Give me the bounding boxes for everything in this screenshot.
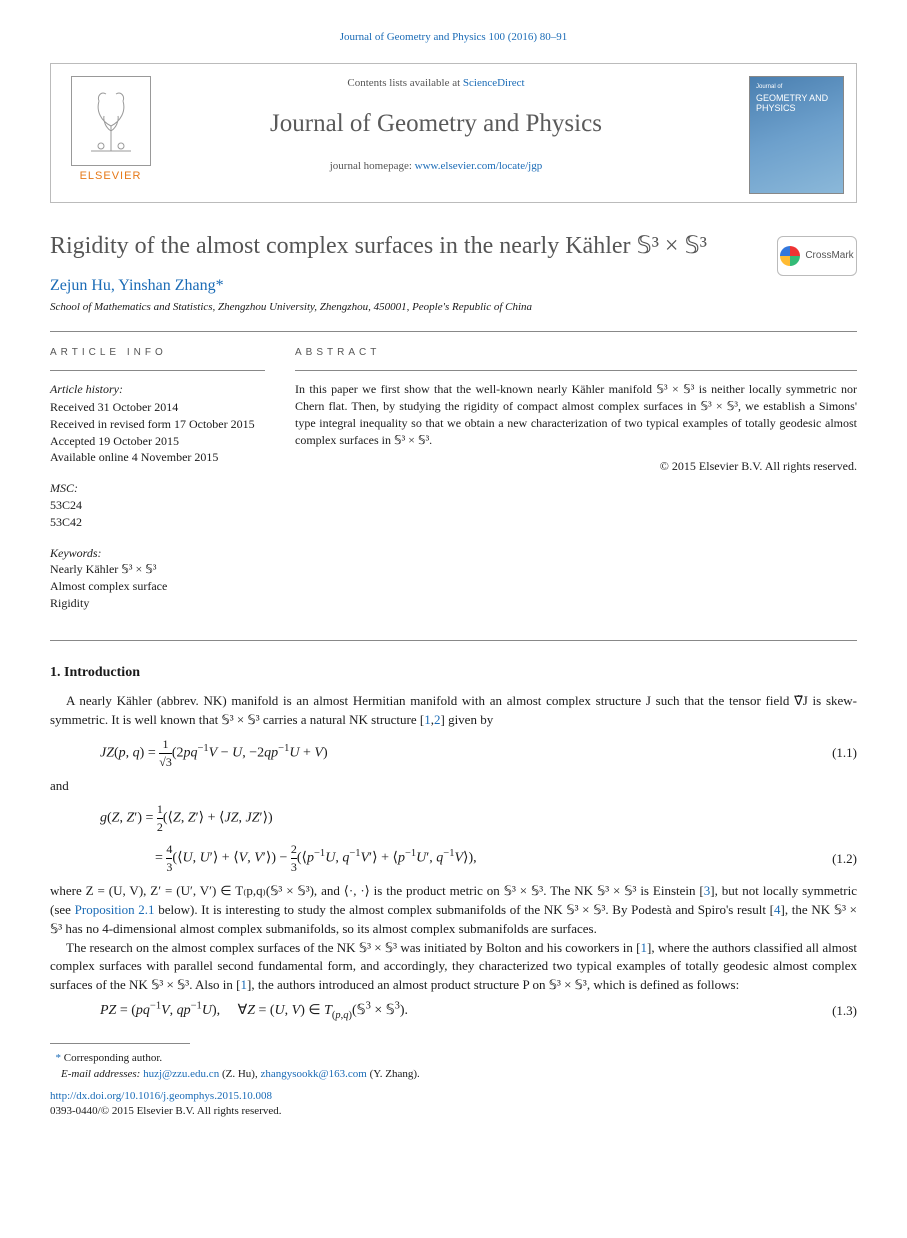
running-head-citation: Journal of Geometry and Physics 100 (201… [50,30,857,45]
cover-kicker: Journal of [756,83,837,91]
crossmark-badge[interactable]: CrossMark [777,236,857,276]
keywords-label: Keywords: [50,545,265,562]
corresponding-star: * [216,277,224,294]
crossmark-label: CrossMark [805,249,853,263]
corr-text: Corresponding author. [64,1052,162,1064]
cover-title: GEOMETRY AND PHYSICS [756,94,837,114]
history-online: Available online 4 November 2015 [50,449,265,466]
equation-1-1: JZ(p, q) = 1√3(2pq−1V − U, −2qp−1U + V) … [100,736,857,771]
section-1-heading: 1. Introduction [50,663,857,683]
article-title: Rigidity of the almost complex surfaces … [50,231,757,261]
publisher-name: ELSEVIER [80,169,142,184]
author-list: Zejun Hu, Yinshan Zhang* [50,275,857,297]
crossmark-icon [780,246,800,266]
email-who-1: (Z. Hu), [219,1068,260,1080]
p2-text-c: below). It is interesting to study the a… [155,902,774,917]
intro-para-3: The research on the almost complex surfa… [50,939,857,996]
keyword-2: Almost complex surface [50,578,265,595]
equation-1-2-line2: = 43(⟨U, U′⟩ + ⟨V, V′⟩) − 23(⟨p−1U, q−1V… [100,841,857,876]
eq-1-3-math: PZ = (pq−1V, qp−1U), ∀Z = (U, V) ∈ T(p,q… [100,1001,812,1021]
history-label: Article history: [50,381,265,398]
eq-1-2b-math: = 43(⟨U, U′⟩ + ⟨V, V′⟩) − 23(⟨p−1U, q−1V… [100,841,812,876]
contents-prefix: Contents lists available at [347,77,462,89]
abstract-column: ABSTRACT In this paper we first show tha… [295,346,857,626]
keyword-3: Rigidity [50,595,265,612]
abstract-heading: ABSTRACT [295,346,857,360]
p2-text-a: where Z = (U, V), Z′ = (U′, V′) ∈ T₍p,q₎… [50,883,704,898]
email-link-2[interactable]: zhangysookk@163.com [260,1068,366,1080]
equation-1-2-line1: g(Z, Z′) = 12(⟨Z, Z′⟩ + ⟨JZ, JZ′⟩) [100,801,857,836]
author-2[interactable]: Yinshan Zhang [118,277,215,294]
history-accepted: Accepted 19 October 2015 [50,433,265,450]
affiliation: School of Mathematics and Statistics, Zh… [50,300,857,315]
homepage-line: journal homepage: www.elsevier.com/locat… [171,159,701,174]
journal-header-box: ELSEVIER Journal of GEOMETRY AND PHYSICS… [50,63,857,203]
abstract-text: In this paper we first show that the wel… [295,381,857,448]
article-info-column: ARTICLE INFO Article history: Received 3… [50,346,265,626]
msc-code-2: 53C42 [50,514,265,531]
issn-copyright: 0393-0440/© 2015 Elsevier B.V. All right… [50,1104,857,1119]
eq-1-1-math: JZ(p, q) = 1√3(2pq−1V − U, −2qp−1U + V) [100,736,812,771]
elsevier-tree-icon [71,76,151,166]
history-revised: Received in revised form 17 October 2015 [50,416,265,433]
sciencedirect-link[interactable]: ScienceDirect [463,77,525,89]
connector-and: and [50,777,857,795]
intro-para-1: A nearly Kähler (abbrev. NK) manifold is… [50,692,857,730]
p3-text-c: ], the authors introduced an almost prod… [247,977,739,992]
history-received: Received 31 October 2014 [50,399,265,416]
homepage-link[interactable]: www.elsevier.com/locate/jgp [415,160,543,172]
author-1[interactable]: Zejun Hu [50,277,111,294]
contents-list-line: Contents lists available at ScienceDirec… [171,76,701,91]
eq-1-2-number: (1.2) [812,850,857,868]
footnote-rule [50,1043,190,1044]
eq-1-2a-math: g(Z, Z′) = 12(⟨Z, Z′⟩ + ⟨JZ, JZ′⟩) [100,801,812,836]
equation-1-3: PZ = (pq−1V, qp−1U), ∀Z = (U, V) ∈ T(p,q… [100,1001,857,1021]
homepage-prefix: journal homepage: [330,160,415,172]
journal-name: Journal of Geometry and Physics [171,106,701,141]
email-link-1[interactable]: huzj@zzu.edu.cn [143,1068,219,1080]
p1-text-b: ] given by [440,712,493,727]
corresponding-author-note: * Corresponding author. [50,1050,857,1067]
eq-1-3-number: (1.3) [812,1002,857,1020]
journal-cover-thumbnail: Journal of GEOMETRY AND PHYSICS [749,76,844,194]
keyword-1: Nearly Kähler 𝕊³ × 𝕊³ [50,561,265,578]
msc-label: MSC: [50,480,265,497]
proposition-2-1-link[interactable]: Proposition 2.1 [75,902,155,917]
doi-link[interactable]: http://dx.doi.org/10.1016/j.geomphys.201… [50,1090,272,1102]
email-footnote: E-mail addresses: huzj@zzu.edu.cn (Z. Hu… [50,1066,857,1083]
intro-para-2: where Z = (U, V), Z′ = (U′, V′) ∈ T₍p,q₎… [50,882,857,939]
publisher-logo: ELSEVIER [63,76,158,191]
abstract-copyright: © 2015 Elsevier B.V. All rights reserved… [295,458,857,475]
eq-1-1-number: (1.1) [812,744,857,762]
msc-code-1: 53C24 [50,497,265,514]
p3-text-a: The research on the almost complex surfa… [66,940,640,955]
article-info-heading: ARTICLE INFO [50,346,265,360]
doi-link-line: http://dx.doi.org/10.1016/j.geomphys.201… [50,1089,857,1104]
email-who-2: (Y. Zhang). [367,1068,420,1080]
email-label: E-mail addresses: [61,1068,143,1080]
